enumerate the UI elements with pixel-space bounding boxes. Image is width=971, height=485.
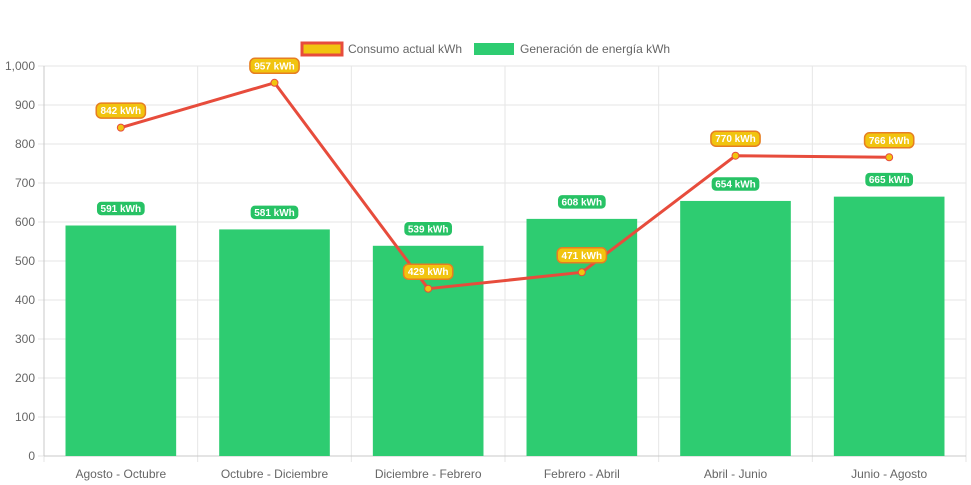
bar-data-label-bg <box>95 200 147 217</box>
bar[interactable] <box>680 200 791 456</box>
legend-swatch-generacion <box>474 43 514 55</box>
legend[interactable]: Consumo actual kWh Generación de energía… <box>300 41 670 57</box>
line-data-label-bg <box>249 57 300 75</box>
line-data-label-text: 842 kWh <box>101 106 142 117</box>
x-tick-label: Agosto - Octubre <box>75 467 166 481</box>
bar-data-label-bg <box>863 171 915 188</box>
bar[interactable] <box>219 229 330 456</box>
line-data-label-text: 770 kWh <box>715 134 756 145</box>
bar-data-labels: 591 kWh 581 kWh 539 kWh 608 kWh 654 kWh 665 k… <box>95 171 915 238</box>
line-data-label: 429 kWh <box>402 263 454 280</box>
y-tick-label: 400 <box>15 293 35 307</box>
bar-data-label-text: 665 kWh <box>869 175 910 186</box>
bar-data-label-bg <box>249 204 300 221</box>
line-data-label: 957 kWh <box>249 57 300 75</box>
bar-data-label: 665 kWh <box>863 171 915 188</box>
y-tick-label: 0 <box>28 449 35 463</box>
series-line <box>120 81 890 291</box>
line-data-label-bg <box>863 132 915 149</box>
bar-data-label: 539 kWh <box>402 220 454 238</box>
x-tick-label: Junio - Agosto <box>851 467 927 481</box>
y-tick-label: 900 <box>15 98 35 112</box>
bar-data-label-text: 608 kWh <box>562 197 603 208</box>
line-point[interactable] <box>731 151 740 160</box>
line-data-label: 471 kWh <box>556 247 608 264</box>
y-axis: 0 100 200 300 400 500 600 700 800 900 1,000 <box>5 59 45 463</box>
line-point[interactable] <box>885 153 894 162</box>
line-series <box>116 78 894 293</box>
x-axis: Agosto - Octubre Octubre - Diciembre Dicie… <box>44 455 966 481</box>
y-tick-label: 600 <box>15 215 35 229</box>
y-tick-label: 500 <box>15 254 35 268</box>
line-data-label: 770 kWh <box>710 130 761 147</box>
bar-data-label-bg <box>710 175 761 193</box>
y-tick-label: 800 <box>15 137 35 151</box>
legend-item-generacion[interactable]: Generación de energía kWh <box>474 42 670 56</box>
bar[interactable] <box>65 225 177 456</box>
line-point[interactable] <box>577 268 586 277</box>
bar-data-label-text: 581 kWh <box>254 208 295 219</box>
x-tick-label: Febrero - Abril <box>544 467 620 481</box>
bar-data-label: 591 kWh <box>95 200 147 217</box>
bar-data-label-text: 591 kWh <box>101 204 142 215</box>
bar-data-label-text: 539 kWh <box>408 224 449 235</box>
legend-label-consumo: Consumo actual kWh <box>348 42 462 56</box>
line-data-label-bg <box>710 130 761 147</box>
line-point[interactable] <box>424 284 433 293</box>
bar[interactable] <box>833 196 945 456</box>
line-data-label-bg <box>402 263 454 280</box>
line-data-label-text: 471 kWh <box>562 251 603 262</box>
x-tick-label: Diciembre - Febrero <box>375 467 482 481</box>
y-tick-label: 1,000 <box>5 59 35 73</box>
bar-data-label-text: 654 kWh <box>715 179 756 190</box>
line-point[interactable] <box>270 78 279 87</box>
bar[interactable] <box>372 245 484 456</box>
y-tick-label: 200 <box>15 371 35 385</box>
x-tick-label: Abril - Junio <box>704 467 768 481</box>
line-data-label-text: 957 kWh <box>254 61 295 72</box>
x-tick-label: Octubre - Diciembre <box>221 467 329 481</box>
legend-label-generacion: Generación de energía kWh <box>520 42 670 56</box>
bar-data-label-bg <box>402 220 454 238</box>
legend-item-consumo[interactable]: Consumo actual kWh <box>300 41 462 57</box>
line-data-label: 842 kWh <box>95 102 147 119</box>
bar-data-label: 581 kWh <box>249 204 300 221</box>
line-data-label: 766 kWh <box>863 132 915 149</box>
line-data-label-bg <box>556 247 608 264</box>
bar-data-label: 654 kWh <box>710 175 761 193</box>
bar-series <box>65 196 945 456</box>
y-tick-label: 300 <box>15 332 35 346</box>
line-data-label-text: 766 kWh <box>869 136 910 147</box>
line-data-label-bg <box>95 102 147 119</box>
line-data-label-text: 429 kWh <box>408 267 449 278</box>
line-point[interactable] <box>116 123 125 132</box>
y-tick-label: 100 <box>15 410 35 424</box>
bar-data-label: 608 kWh <box>556 193 608 211</box>
bar-data-label-bg <box>556 193 608 211</box>
legend-swatch-consumo <box>300 41 344 57</box>
grid <box>38 65 967 462</box>
line-data-labels: 842 kWh 957 kWh 429 kWh 471 kWh 770 kWh 766 k… <box>95 57 915 280</box>
y-tick-label: 700 <box>15 176 35 190</box>
